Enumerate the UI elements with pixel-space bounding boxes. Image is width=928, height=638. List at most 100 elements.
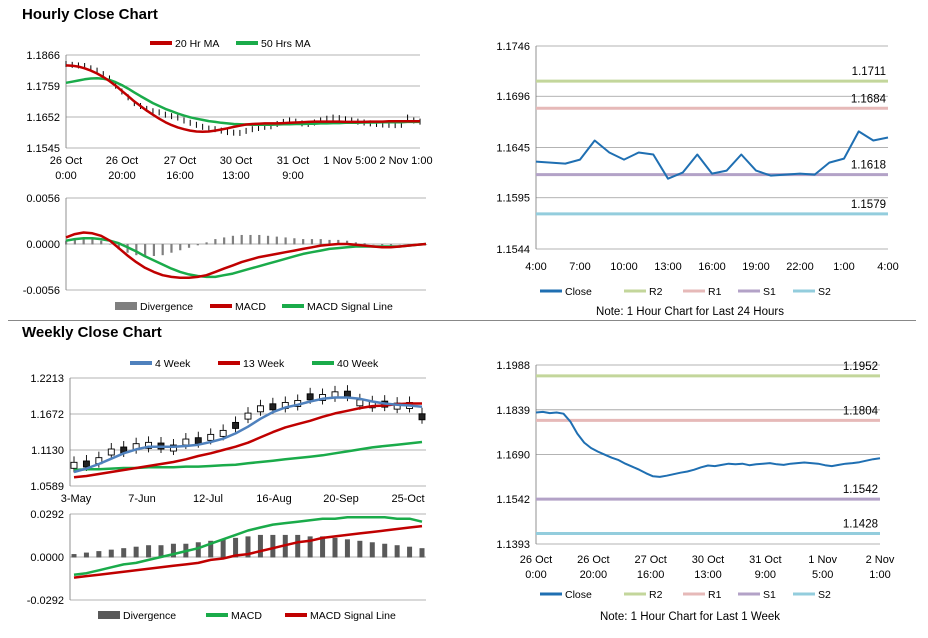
weekly-candle-body bbox=[82, 460, 90, 468]
divergence-bar bbox=[73, 239, 76, 245]
weekly-divergence-bar bbox=[208, 540, 214, 558]
divergence-bar bbox=[328, 239, 331, 245]
legend-13-week-label: 13 Week bbox=[243, 358, 285, 370]
weekly-divergence-bar bbox=[96, 551, 102, 558]
weekly-divergence-bar bbox=[257, 534, 263, 558]
weekly-price-xtick-label: 25-Oct bbox=[391, 493, 424, 505]
divergence-bar bbox=[354, 242, 357, 245]
weekly-1w-xtick-label: 9:00 bbox=[755, 569, 776, 581]
weekly-divergence-bar bbox=[233, 537, 239, 558]
divergence-bar bbox=[179, 244, 182, 251]
hourly-24h-xtick-label: 13:00 bbox=[654, 261, 682, 273]
weekly-divergence-bar bbox=[108, 549, 114, 558]
weekly-section-title: Weekly Close Chart bbox=[22, 324, 162, 341]
weekly-1w-ytick-label: 1.1393 bbox=[496, 539, 530, 551]
divergence-bar bbox=[398, 244, 401, 245]
weekly-1w-legend-s2-label: S2 bbox=[818, 589, 831, 601]
weekly-price-xtick-label: 3-May bbox=[61, 493, 92, 505]
weekly-divergence-bar bbox=[307, 536, 313, 558]
divergence-bar bbox=[187, 244, 191, 248]
weekly-divergence-bar bbox=[369, 542, 375, 558]
weekly-1w-close-series-line bbox=[535, 410, 881, 478]
hourly-price-ytick-label: 1.1866 bbox=[26, 50, 60, 62]
weekly-candle-body bbox=[194, 437, 202, 445]
divergence-bar bbox=[249, 234, 252, 245]
legend-4-week-label: 4 Week bbox=[155, 358, 191, 370]
hourly-24h-note: Note: 1 Hour Chart for Last 24 Hours bbox=[596, 306, 784, 318]
weekly-divergence-bar bbox=[121, 548, 127, 558]
weekly-candle-body bbox=[169, 444, 177, 452]
divergence-bar bbox=[152, 244, 156, 256]
hourly-macd-ytick-label: 0.0000 bbox=[26, 239, 60, 251]
weekly-candle-body bbox=[207, 433, 215, 441]
legend-macd-signal-label: MACD Signal Line bbox=[307, 301, 393, 313]
weekly-candle-body bbox=[219, 429, 227, 437]
weekly-price-ytick-label: 1.0589 bbox=[30, 481, 64, 493]
legend-divergence-swatch bbox=[115, 302, 137, 310]
divergence-bar bbox=[100, 240, 103, 245]
weekly-candle-body bbox=[269, 403, 277, 411]
divergence-bar bbox=[389, 244, 393, 246]
legend-50hrs-ma-label: 50 Hrs MA bbox=[261, 38, 311, 50]
ma20-series-line bbox=[65, 64, 420, 134]
weekly-1w-xtick-label: 1 Nov bbox=[808, 554, 837, 566]
weekly-1w-xtick-label: 31 Oct bbox=[749, 554, 781, 566]
weekly-divergence-bar bbox=[270, 534, 276, 558]
weekly-divergence-bar bbox=[419, 548, 425, 558]
weekly-candle-body bbox=[145, 441, 153, 449]
weekly-divergence-bar bbox=[158, 545, 164, 558]
hourly-24h-xtick-label: 10:00 bbox=[610, 261, 638, 273]
hourly-price-ytick-label: 1.1545 bbox=[26, 143, 60, 155]
weekly-divergence-bar bbox=[344, 539, 350, 558]
divergence-bar bbox=[381, 244, 384, 246]
weekly-macd-ytick-label: 0.0000 bbox=[30, 552, 64, 564]
weekly-1w-xtick-label: 30 Oct bbox=[692, 554, 724, 566]
divergence-bar bbox=[205, 242, 208, 245]
legend-macd-label: MACD bbox=[235, 301, 266, 313]
divergence-bar bbox=[284, 237, 287, 245]
weekly-divergence-bar bbox=[195, 542, 201, 558]
hourly-price-xtick-label: 27 Oct bbox=[164, 155, 196, 167]
weekly-candle-body bbox=[244, 412, 252, 420]
divergence-bar bbox=[293, 238, 296, 245]
hourly-price-xtick-label: 2 Nov 1:00 bbox=[379, 155, 432, 167]
hourly-price-xtick-label: 26 Oct bbox=[106, 155, 138, 167]
weekly-macd-series-line bbox=[73, 515, 423, 576]
hourly-24h-ytick-label: 1.1544 bbox=[496, 244, 530, 256]
hourly-24h-legend-r2-label: R2 bbox=[649, 286, 663, 298]
hourly-24h-xtick-label: 4:00 bbox=[877, 261, 898, 273]
hourly-24h-xtick-label: 4:00 bbox=[525, 261, 546, 273]
divergence-bar bbox=[345, 240, 349, 245]
weekly-1w-legend-r1-label: R1 bbox=[708, 589, 722, 601]
hourly-price-xtick-label: 20:00 bbox=[108, 170, 136, 182]
divergence-bar bbox=[82, 238, 85, 245]
hourly-macd-ytick-label: 0.0056 bbox=[26, 193, 60, 205]
weekly-1w-legend-r2-label: R2 bbox=[649, 589, 663, 601]
hourly-24h-xtick-label: 16:00 bbox=[698, 261, 726, 273]
divergence-bar bbox=[161, 244, 164, 256]
divergence-bar bbox=[337, 239, 340, 245]
weekly-price-ytick-label: 1.2213 bbox=[30, 373, 64, 385]
divergence-bar bbox=[108, 244, 112, 245]
hourly-price-ytick-label: 1.1759 bbox=[26, 81, 60, 93]
weekly-1w-r1-level-label: 1.1804 bbox=[843, 405, 879, 417]
hourly-24h-ytick-label: 1.1595 bbox=[496, 193, 530, 205]
weekly-divergence-bar bbox=[71, 554, 77, 558]
divergence-bar bbox=[240, 234, 243, 245]
macd-series-line bbox=[65, 231, 427, 279]
weekly-1w-xtick-label: 2 Nov bbox=[866, 554, 895, 566]
divergence-bar bbox=[302, 239, 305, 245]
legend-20hr-ma-label: 20 Hr MA bbox=[175, 38, 219, 50]
hourly-24h-close-series-line bbox=[535, 130, 889, 180]
hourly-24h-s1-level-label: 1.1618 bbox=[851, 160, 886, 172]
hourly-price-xtick-label: 31 Oct bbox=[277, 155, 309, 167]
hourly-24h-r2-level-label: 1.1711 bbox=[852, 66, 886, 78]
weekly-divergence-bar bbox=[332, 537, 338, 558]
weekly-price-xtick-label: 7-Jun bbox=[128, 493, 156, 505]
divergence-bar bbox=[258, 234, 261, 245]
divergence-bar bbox=[372, 244, 375, 245]
weekly-candle-body bbox=[356, 399, 364, 407]
divergence-bar bbox=[65, 240, 68, 245]
weekly-candle-body bbox=[306, 393, 314, 401]
w40-series-line bbox=[73, 440, 423, 472]
